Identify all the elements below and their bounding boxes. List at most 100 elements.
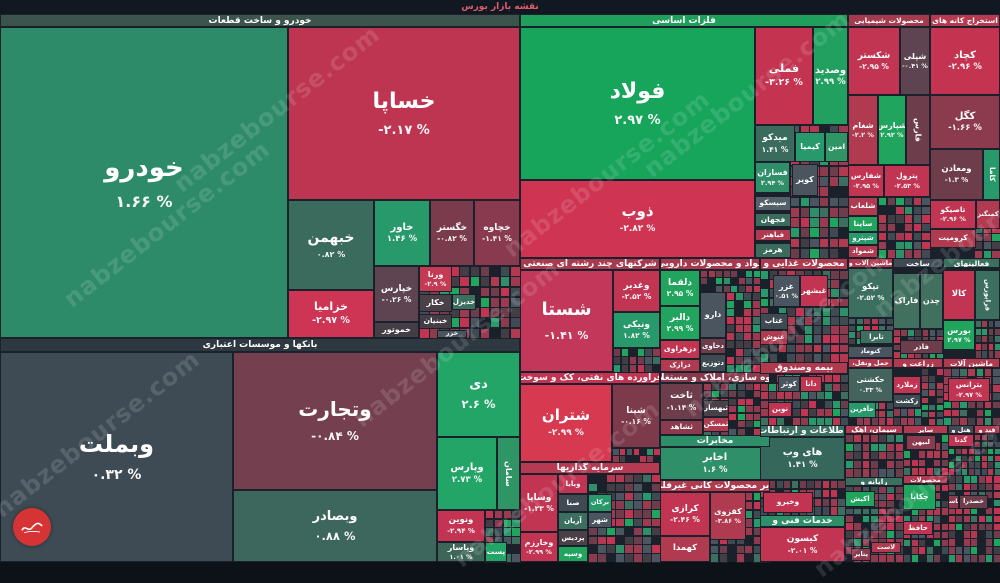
treemap-cell-کرومیت[interactable]: کرومیت xyxy=(930,229,976,248)
treemap-cell-وغدیر[interactable]: وغدیر-۲.۵۲ % xyxy=(613,270,660,312)
mosaic-cell[interactable] xyxy=(470,276,481,287)
treemap-cell-حآفرین[interactable]: حآفرین xyxy=(848,402,876,418)
treemap-cell-ثشاهد[interactable]: ثشاهد xyxy=(660,420,703,435)
treemap-cell-خموتور[interactable]: خموتور xyxy=(374,322,419,338)
mosaic-cell[interactable] xyxy=(490,287,501,298)
treemap-cell-وتجارت[interactable]: وتجارت-۰.۸۴ % xyxy=(233,352,437,490)
treemap-cell-های وب[interactable]: های وب۱.۴۱ % xyxy=(760,437,845,480)
mosaic-cell[interactable] xyxy=(490,307,501,318)
treemap-cell-گدنا[interactable]: گدنا xyxy=(948,434,974,447)
treemap-cell-ثاخت[interactable]: ثاخت-۱.۱۴ % xyxy=(660,383,703,420)
treemap-cell-شهر[interactable]: شهر xyxy=(588,512,612,528)
mosaic-cell[interactable] xyxy=(597,553,607,562)
treemap-cell-وسپه[interactable]: وسپه xyxy=(558,546,588,562)
mosaic-cell[interactable] xyxy=(470,266,481,277)
treemap-cell-شستا[interactable]: شستا-۱.۴۱ % xyxy=(520,270,613,372)
mosaic-cell[interactable] xyxy=(510,287,521,298)
mosaic-cell[interactable] xyxy=(500,307,511,318)
treemap-cell-کیسون[interactable]: کیسون-۲.۰۱ % xyxy=(760,527,845,562)
treemap-cell-دحاوی[interactable]: دحاوی xyxy=(700,338,726,354)
treemap-cell-وخیرو[interactable]: وخیرو xyxy=(763,492,813,513)
treemap-cell-لاست[interactable]: لاست xyxy=(871,542,901,553)
mosaic-cell[interactable] xyxy=(510,307,521,318)
treemap-cell-فملی[interactable]: فملی-۳.۲۶ % xyxy=(755,27,813,125)
treemap-cell-شفارس[interactable]: شفارس-۲.۹۵ % xyxy=(848,165,884,197)
mosaic-cell[interactable] xyxy=(459,317,470,328)
mosaic-cell[interactable] xyxy=(700,277,708,285)
mosaic-cell[interactable] xyxy=(819,186,829,197)
treemap-cell-کیمیا[interactable]: کیمیا xyxy=(795,132,825,162)
mosaic-cell[interactable] xyxy=(510,317,521,328)
treemap-cell-ومعادن[interactable]: ومعادن-۱.۳ % xyxy=(930,149,983,200)
mosaic-cell[interactable] xyxy=(719,553,728,562)
treemap-cell-کتوماد[interactable]: کتوماد xyxy=(848,346,893,358)
mosaic-cell[interactable] xyxy=(470,328,481,339)
treemap-cell-پردیس[interactable]: پردیس xyxy=(558,530,588,546)
treemap-cell-فاذر[interactable]: فاذر xyxy=(900,340,943,354)
treemap-cell-کمنگنز[interactable]: کمنگنز xyxy=(976,200,1000,229)
treemap-cell-شپترو[interactable]: شپترو xyxy=(848,232,878,245)
treemap-cell-ثبهساز[interactable]: ثبهساز xyxy=(703,400,729,417)
treemap-cell-کالا[interactable]: کالا xyxy=(943,270,975,320)
treemap-cell-غنوش[interactable]: غنوش xyxy=(760,330,788,345)
treemap-cell-خساپا[interactable]: خساپا-۲.۱۷ % xyxy=(288,27,520,200)
mosaic-cell[interactable] xyxy=(419,328,430,339)
mosaic-cell[interactable] xyxy=(480,307,491,318)
treemap-cell-دتوزیع[interactable]: دتوزیع xyxy=(700,354,726,372)
treemap-cell-شتران[interactable]: شتران-۲.۹۹ % xyxy=(520,384,612,462)
treemap-cell-شلعاب[interactable]: شلعاب xyxy=(848,197,878,216)
mosaic-cell[interactable] xyxy=(510,276,521,287)
mosaic-cell[interactable] xyxy=(500,276,511,287)
treemap-cell-شپلی[interactable]: شپلی-۰.۴۱ % xyxy=(900,27,930,95)
mosaic-cell[interactable] xyxy=(829,227,839,238)
treemap-cell-بترانس[interactable]: بترانس-۲.۹۷ % xyxy=(948,378,990,402)
mosaic-cell[interactable] xyxy=(500,266,511,277)
treemap-cell-کویر[interactable]: کویر xyxy=(792,164,818,196)
treemap-cell-غبشهر[interactable]: غبشهر xyxy=(800,275,828,307)
mosaic-cell[interactable] xyxy=(992,401,1000,410)
treemap-cell-فباهنر[interactable]: فباهنر xyxy=(755,229,791,241)
mosaic-cell[interactable] xyxy=(480,266,491,277)
treemap-cell-شغام[interactable]: شغام-۲.۲ % xyxy=(848,95,878,165)
treemap-cell-چکاپا[interactable]: چکاپا xyxy=(903,484,936,510)
treemap-cell-درازک[interactable]: درازک xyxy=(660,359,700,372)
treemap-cell-خچاوه[interactable]: خچاوه-۱.۴۱ % xyxy=(474,200,520,266)
treemap-cell-سامان[interactable]: سامان xyxy=(497,437,520,510)
treemap-cell-تایرا[interactable]: تایرا xyxy=(860,330,893,344)
treemap-cell-کگل[interactable]: کگل-۱.۶۶ % xyxy=(930,95,1000,149)
mosaic-cell[interactable] xyxy=(490,276,501,287)
treemap-cell-فارس[interactable]: فارس xyxy=(906,95,930,165)
treemap-cell-خدیزل[interactable]: خدیزل xyxy=(452,294,476,310)
treemap-cell-اکیش[interactable]: اکیش xyxy=(845,491,875,507)
mosaic-cell[interactable] xyxy=(500,317,511,328)
treemap-cell-ورنا[interactable]: ورنا-۲.۹ % xyxy=(419,266,452,292)
treemap-cell-فاراک[interactable]: فاراک xyxy=(893,273,920,329)
treemap-cell-کرازی[interactable]: کرازی-۲.۴۶ % xyxy=(660,492,710,536)
treemap-cell-پترول[interactable]: پترول-۲.۵۳ % xyxy=(884,165,930,197)
mosaic-cell[interactable] xyxy=(459,266,470,277)
treemap-cell-تاصیکو[interactable]: تاصیکو-۲.۹۶ % xyxy=(930,200,976,229)
treemap-cell-ماسه[interactable]: ماسه xyxy=(948,495,959,509)
treemap-cell-کقزوی[interactable]: کقزوی-۳.۸۶ % xyxy=(710,492,746,540)
treemap-cell-خگستر[interactable]: خگستر-۰.۸۲ % xyxy=(430,200,474,266)
treemap-cell-صبا[interactable]: صبا xyxy=(558,494,588,512)
treemap-cell-وساپا[interactable]: وساپا-۱.۲۳ % xyxy=(520,474,558,532)
treemap-cell-ثمسکن[interactable]: ثمسکن xyxy=(703,417,729,432)
treemap-cell-فرابورس[interactable]: فرابورس xyxy=(975,270,1000,320)
mosaic-cell[interactable] xyxy=(993,554,1000,563)
treemap-cell-دزهراوی[interactable]: دزهراوی xyxy=(660,340,700,359)
treemap-cell-دارو[interactable]: دارو xyxy=(700,292,726,338)
treemap-cell-کاما[interactable]: کاما xyxy=(983,149,1000,200)
treemap-cell-زکشت[interactable]: زکشت xyxy=(893,394,921,408)
treemap-cell-خکار[interactable]: خکار xyxy=(419,294,452,312)
